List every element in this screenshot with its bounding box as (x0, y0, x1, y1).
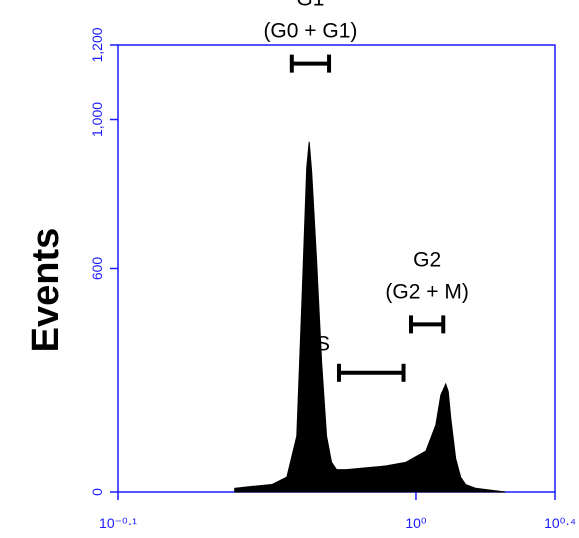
y-axis-label: Events (25, 228, 67, 353)
x-tick-label: 10⁰ (405, 515, 427, 531)
x-tick-label: 10⁰·⁴ (544, 515, 576, 531)
g2-phase-label: G2 (413, 248, 441, 271)
g2-phase-sublabel: (G2 + M) (385, 280, 468, 303)
y-tick-label: 0 (89, 488, 105, 496)
x-tick-label: 10⁻⁰·¹ (99, 515, 137, 531)
y-tick-label: 1,000 (89, 102, 105, 137)
y-tick-label: 1,200 (89, 27, 105, 62)
plot-area: 0 600 1,000 1,200 10⁻⁰·¹ 10⁰ 10⁰·⁴ G1 (G0 + G1) S… (89, 0, 576, 531)
y-tick-label: 600 (89, 257, 105, 281)
s-phase-label: S (316, 332, 330, 355)
plot-frame (117, 44, 556, 493)
g1-phase-label: G1 (296, 0, 324, 11)
g1-phase-sublabel: (G0 + G1) (263, 20, 357, 43)
histogram-area (234, 141, 506, 493)
